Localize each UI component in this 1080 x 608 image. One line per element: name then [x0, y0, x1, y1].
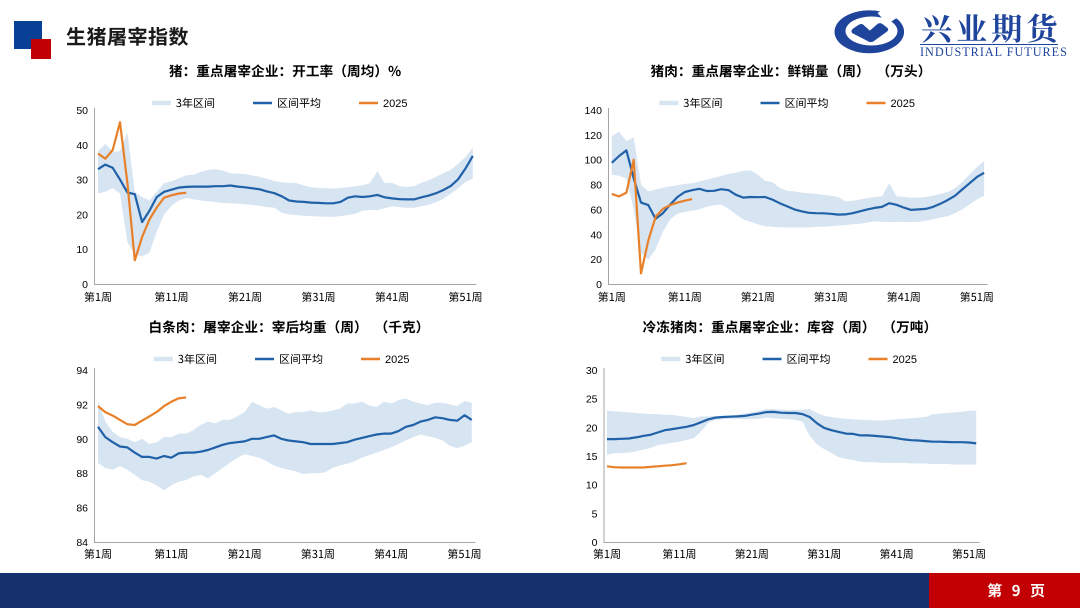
svg-text:50: 50	[76, 105, 88, 117]
svg-text:84: 84	[76, 537, 88, 549]
svg-text:25: 25	[586, 394, 598, 406]
svg-text:2025: 2025	[383, 98, 407, 110]
svg-text:20: 20	[586, 422, 598, 434]
svg-text:140: 140	[584, 105, 602, 117]
svg-text:94: 94	[76, 365, 88, 377]
svg-text:20: 20	[590, 254, 602, 266]
svg-text:20: 20	[76, 209, 88, 221]
svg-text:40: 40	[590, 229, 602, 241]
svg-text:10: 10	[586, 480, 598, 492]
svg-text:0: 0	[596, 279, 602, 291]
svg-text:80: 80	[590, 180, 602, 192]
svg-text:2025: 2025	[385, 354, 409, 366]
svg-text:40: 40	[76, 140, 88, 152]
svg-text:86: 86	[76, 503, 88, 515]
svg-text:2025: 2025	[893, 354, 917, 366]
svg-text:88: 88	[76, 468, 88, 480]
svg-text:90: 90	[76, 434, 88, 446]
svg-text:15: 15	[586, 451, 598, 463]
svg-text:0: 0	[82, 279, 88, 291]
svg-text:100: 100	[584, 155, 602, 167]
svg-text:10: 10	[76, 244, 88, 256]
svg-text:2025: 2025	[891, 98, 915, 110]
svg-text:92: 92	[76, 399, 88, 411]
svg-text:60: 60	[590, 204, 602, 216]
svg-text:0: 0	[592, 537, 598, 549]
svg-text:INDUSTRIAL FUTURES: INDUSTRIAL FUTURES	[920, 45, 1068, 59]
svg-text:120: 120	[584, 130, 602, 142]
svg-text:30: 30	[76, 175, 88, 187]
svg-text:5: 5	[592, 508, 598, 520]
svg-text:30: 30	[586, 365, 598, 377]
